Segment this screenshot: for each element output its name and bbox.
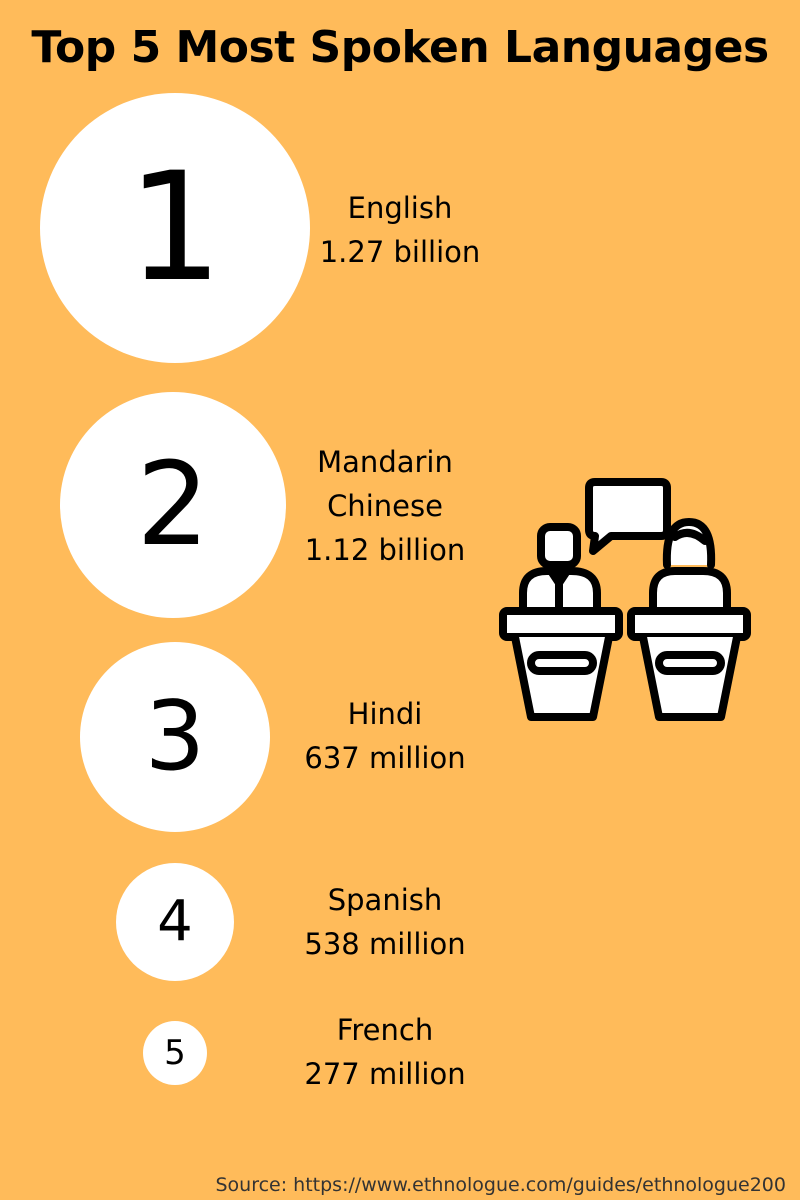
page-title: Top 5 Most Spoken Languages — [31, 22, 769, 73]
rank-3-number: 3 — [144, 681, 206, 792]
left-podium-icon — [499, 607, 623, 721]
language-2-name-line1: Mandarin — [317, 445, 453, 479]
language-4-speakers: 538 million — [304, 927, 466, 961]
language-4-label: Spanish 538 million — [285, 878, 485, 966]
language-1-speakers: 1.27 billion — [319, 235, 481, 269]
language-1-label: English 1.27 billion — [300, 186, 500, 274]
language-3-name: Hindi — [347, 697, 423, 731]
language-5-label: French 277 million — [285, 1008, 485, 1096]
language-2-name-line2: Chinese — [327, 489, 443, 523]
speech-bubble-icon — [585, 478, 671, 555]
language-5-name: French — [336, 1013, 434, 1047]
language-2-speakers: 1.12 billion — [304, 533, 466, 567]
language-3-label: Hindi 637 million — [285, 692, 485, 780]
rank-4-circle: 4 — [116, 863, 234, 981]
rank-3-circle: 3 — [80, 642, 270, 832]
rank-5-circle: 5 — [143, 1021, 207, 1085]
rank-2-number: 2 — [136, 437, 210, 572]
rank-1-number: 1 — [127, 141, 223, 315]
rank-1-circle: 1 — [40, 93, 310, 363]
rank-5-number: 5 — [164, 1033, 186, 1073]
language-4-name: Spanish — [327, 883, 443, 917]
language-2-label: Mandarin Chinese 1.12 billion — [285, 440, 485, 572]
source-citation: Source: https://www.ethnologue.com/guide… — [215, 1174, 786, 1196]
right-podium-icon — [627, 607, 751, 721]
man-speaker-icon — [519, 523, 601, 614]
language-3-speakers: 637 million — [304, 741, 466, 775]
language-5-speakers: 277 million — [304, 1057, 466, 1091]
language-1-name: English — [347, 191, 453, 225]
woman-speaker-icon — [649, 518, 731, 614]
rank-2-circle: 2 — [60, 392, 286, 618]
two-speakers-at-podiums-icon — [499, 478, 751, 721]
rank-4-number: 4 — [157, 889, 193, 954]
